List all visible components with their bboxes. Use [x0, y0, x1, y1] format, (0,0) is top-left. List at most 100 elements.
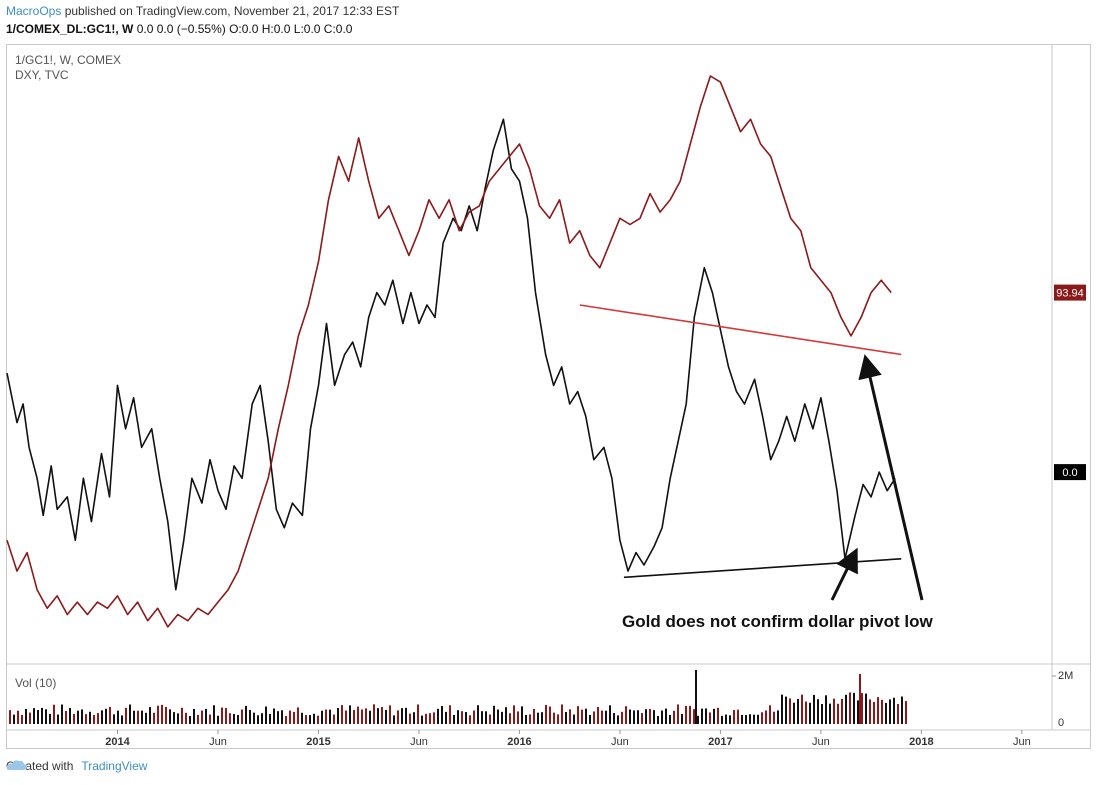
volume-bar — [649, 708, 651, 724]
volume-bar — [85, 714, 87, 724]
volume-bar — [537, 712, 539, 724]
volume-bar — [381, 706, 383, 724]
volume-bar — [197, 714, 199, 724]
volume-bar — [869, 699, 871, 724]
publish-info: MacroOps published on TradingView.com, N… — [6, 4, 399, 18]
footer: Created with TradingView — [6, 759, 147, 773]
volume-bar — [525, 714, 527, 724]
volume-bar — [893, 697, 895, 724]
volume-bar — [573, 714, 575, 724]
volume-bar — [233, 713, 235, 724]
arrow-to-dxy-low — [858, 354, 924, 601]
volume-bar — [377, 708, 379, 724]
volume-bar — [605, 710, 607, 724]
volume-bar — [165, 707, 167, 724]
volume-bar — [513, 705, 515, 724]
volume-bar — [889, 699, 891, 724]
volume-bar — [369, 710, 371, 724]
volume-bar — [653, 710, 655, 724]
volume-bar — [565, 711, 567, 724]
volume-bar — [597, 706, 599, 724]
volume-bar — [201, 710, 203, 724]
x-tick-label: Jun — [209, 736, 227, 748]
volume-bar — [633, 710, 635, 724]
volume-bar — [277, 711, 279, 724]
volume-bar — [805, 701, 807, 724]
volume-y-tick: 0 — [1058, 717, 1064, 729]
volume-bar — [117, 710, 119, 724]
volume-bar — [837, 703, 839, 724]
volume-bar — [897, 703, 899, 724]
volume-bar — [269, 714, 271, 724]
volume-bar — [621, 711, 623, 724]
volume-bar — [665, 708, 667, 724]
chart-frame[interactable] — [6, 44, 1091, 749]
x-tick-label: Jun — [611, 736, 629, 748]
tradingview-link[interactable]: TradingView — [6, 759, 147, 773]
volume-bar — [189, 715, 191, 724]
volume-bar — [309, 715, 311, 724]
legend-entry: 1/GC1!, W, COMEX — [15, 53, 121, 67]
volume-bar — [409, 713, 411, 724]
volume-bar — [53, 704, 55, 724]
volume-bar — [517, 711, 519, 724]
symbol-line: 1/COMEX_DL:GC1!, W 0.0 0.0 (−0.55%) O:0.… — [6, 22, 352, 36]
volume-bar — [465, 712, 467, 724]
volume-bar — [353, 710, 355, 724]
gold-support-line — [623, 557, 902, 579]
volume-bar — [561, 704, 563, 724]
volume-bar — [505, 707, 507, 724]
volume-bar — [157, 705, 159, 724]
volume-bar — [341, 705, 343, 724]
gold-inverse-series-line — [6, 118, 896, 591]
volume-bar — [733, 710, 735, 724]
volume-bar — [905, 701, 907, 724]
x-tick-label: 2014 — [105, 736, 130, 748]
volume-bar — [721, 715, 723, 724]
volume-bar — [361, 709, 363, 724]
volume-bar — [437, 708, 439, 724]
author-link[interactable]: MacroOps — [6, 4, 62, 18]
volume-bar — [221, 707, 223, 724]
volume-bar — [65, 710, 67, 724]
volume-bar — [145, 712, 147, 724]
volume-bar — [237, 715, 239, 724]
volume-bar — [133, 710, 135, 724]
volume-bar — [853, 692, 855, 724]
volume-bar — [717, 707, 719, 724]
volume-bar — [593, 711, 595, 724]
volume-bar — [497, 709, 499, 724]
volume-bar — [213, 705, 215, 724]
volume-bar — [777, 710, 779, 724]
volume-bar — [405, 707, 407, 724]
volume-bar — [93, 715, 95, 724]
volume-bar — [841, 698, 843, 724]
volume-bar — [801, 694, 803, 724]
volume-bar — [37, 710, 39, 724]
volume-bar — [137, 710, 139, 724]
volume-bar — [225, 708, 227, 724]
volume-bar — [173, 712, 175, 724]
volume-bar — [153, 712, 155, 724]
volume-bar — [397, 710, 399, 724]
volume-bar — [793, 702, 795, 724]
dxy-price-label: 93.94 — [1056, 288, 1084, 300]
volume-bar — [521, 706, 523, 724]
volume-bar — [761, 712, 763, 724]
gold-price-label: 0.0 — [1062, 467, 1077, 479]
volume-bar — [857, 700, 859, 724]
volume-bar — [169, 709, 171, 724]
volume-bar — [77, 710, 79, 724]
x-tick-label: 2015 — [306, 736, 330, 748]
volume-bar — [101, 710, 103, 724]
volume-bar — [753, 714, 755, 724]
volume-bar — [737, 709, 739, 724]
volume-bar — [205, 708, 207, 724]
volume-bar — [557, 714, 559, 724]
volume-bar — [109, 706, 111, 724]
volume-bar — [577, 706, 579, 724]
volume-bar — [533, 708, 535, 724]
volume-bar — [741, 714, 743, 724]
volume-bar — [297, 707, 299, 724]
